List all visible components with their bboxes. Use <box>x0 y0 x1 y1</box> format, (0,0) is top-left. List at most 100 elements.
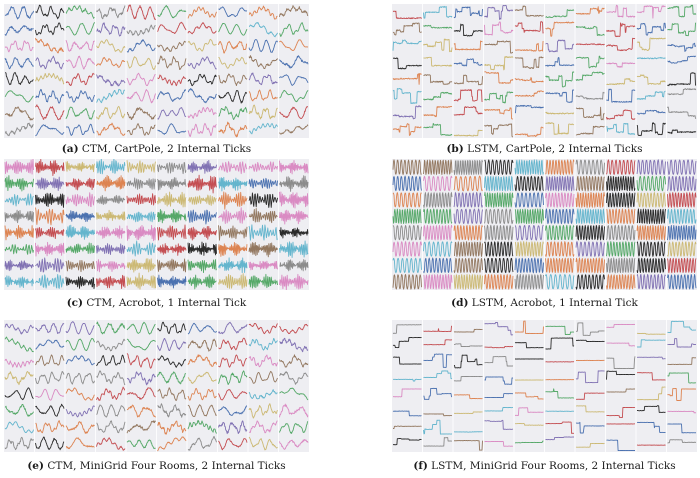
neuron-trace <box>65 437 95 450</box>
neuron-trace <box>157 40 187 52</box>
neuron-trace <box>606 323 636 328</box>
neuron-trace <box>515 126 544 137</box>
neuron-trace <box>248 273 278 289</box>
neuron-trace <box>636 225 666 241</box>
neuron-trace <box>545 241 575 257</box>
neuron-trace <box>606 62 636 68</box>
neuron-trace <box>157 107 187 120</box>
neuron-trace <box>279 227 309 239</box>
neuron-trace <box>575 6 605 15</box>
neuron-trace <box>4 175 34 192</box>
neuron-trace <box>126 353 156 369</box>
neuron-trace <box>65 242 95 254</box>
neuron-trace <box>667 338 696 348</box>
neuron-trace <box>392 241 422 257</box>
neuron-trace <box>392 175 422 192</box>
neuron-trace <box>667 42 697 52</box>
neuron-trace <box>187 6 217 19</box>
neuron-trace <box>4 57 34 70</box>
neuron-trace <box>96 259 126 273</box>
neuron-trace <box>218 242 248 257</box>
neuron-trace <box>65 259 95 273</box>
neuron-trace <box>636 74 666 85</box>
neuron-trace <box>96 122 126 136</box>
neuron-trace <box>35 55 64 70</box>
neuron-trace <box>423 325 452 332</box>
neuron-trace <box>636 90 666 100</box>
neuron-trace <box>126 258 156 273</box>
neuron-trace <box>636 122 666 137</box>
neuron-trace <box>423 159 453 176</box>
neuron-trace <box>575 370 605 384</box>
neuron-trace <box>484 419 514 430</box>
neuron-trace <box>65 106 95 120</box>
neuron-trace <box>248 208 278 224</box>
neuron-trace <box>423 24 453 29</box>
neuron-trace <box>65 210 95 223</box>
neuron-trace <box>575 442 605 448</box>
neuron-trace <box>454 343 483 348</box>
neuron-trace <box>157 74 187 87</box>
neuron-trace <box>96 56 126 68</box>
neuron-trace <box>35 371 65 385</box>
neuron-trace <box>279 175 309 192</box>
neuron-trace <box>4 159 34 175</box>
neuron-trace <box>392 73 422 85</box>
neuron-trace <box>126 211 156 223</box>
neuron-trace <box>279 160 309 175</box>
neuron-trace <box>96 243 126 255</box>
neuron-trace <box>576 405 605 413</box>
neuron-trace <box>187 73 217 87</box>
neuron-trace <box>606 439 635 452</box>
neuron-trace <box>279 55 309 69</box>
neuron-trace <box>187 38 217 52</box>
neuron-trace <box>545 436 574 441</box>
neuron-trace <box>423 56 453 67</box>
neuron-trace <box>667 388 696 401</box>
neuron-trace <box>248 224 278 241</box>
neuron-trace <box>248 322 278 335</box>
neuron-trace <box>218 273 248 289</box>
neuron-trace <box>393 388 422 398</box>
neuron-trace <box>606 4 636 18</box>
neuron-trace <box>65 177 95 191</box>
neuron-trace <box>514 175 544 192</box>
neuron-trace <box>157 224 187 241</box>
neuron-trace <box>157 403 187 418</box>
neuron-trace <box>279 191 309 209</box>
neuron-trace <box>218 106 248 120</box>
caption-a: (a) CTM, CartPole, 2 Internal Ticks <box>4 143 309 155</box>
neuron-trace <box>423 339 453 346</box>
neuron-trace <box>279 259 309 272</box>
neuron-trace <box>157 420 187 435</box>
neuron-trace <box>454 411 483 414</box>
caption-e-text: CTM, MiniGrid Four Rooms, 2 Internal Tic… <box>47 460 286 472</box>
neuron-trace <box>392 208 422 225</box>
neuron-trace <box>453 394 483 400</box>
neuron-trace <box>4 403 34 417</box>
neuron-trace-grid-a <box>4 4 309 138</box>
neuron-trace <box>157 191 187 208</box>
neuron-trace <box>453 58 483 67</box>
neuron-trace <box>187 371 217 384</box>
neuron-trace <box>484 71 514 84</box>
neuron-trace <box>484 321 514 336</box>
neuron-trace <box>65 421 95 434</box>
caption-a-tag: (a) <box>61 143 79 155</box>
neuron-trace <box>667 159 697 175</box>
neuron-trace <box>65 161 95 173</box>
neuron-trace <box>392 39 422 51</box>
neuron-trace <box>545 39 575 53</box>
neuron-trace <box>484 274 514 290</box>
neuron-trace <box>515 423 544 426</box>
neuron-trace <box>515 41 544 52</box>
neuron-trace <box>484 123 514 138</box>
neuron-trace <box>96 209 126 221</box>
neuron-trace <box>514 159 544 175</box>
neuron-trace <box>157 274 187 289</box>
neuron-trace <box>126 24 156 37</box>
neuron-trace <box>453 159 483 175</box>
neuron-trace <box>484 159 514 176</box>
neuron-trace <box>35 207 65 226</box>
neuron-trace <box>248 370 278 384</box>
